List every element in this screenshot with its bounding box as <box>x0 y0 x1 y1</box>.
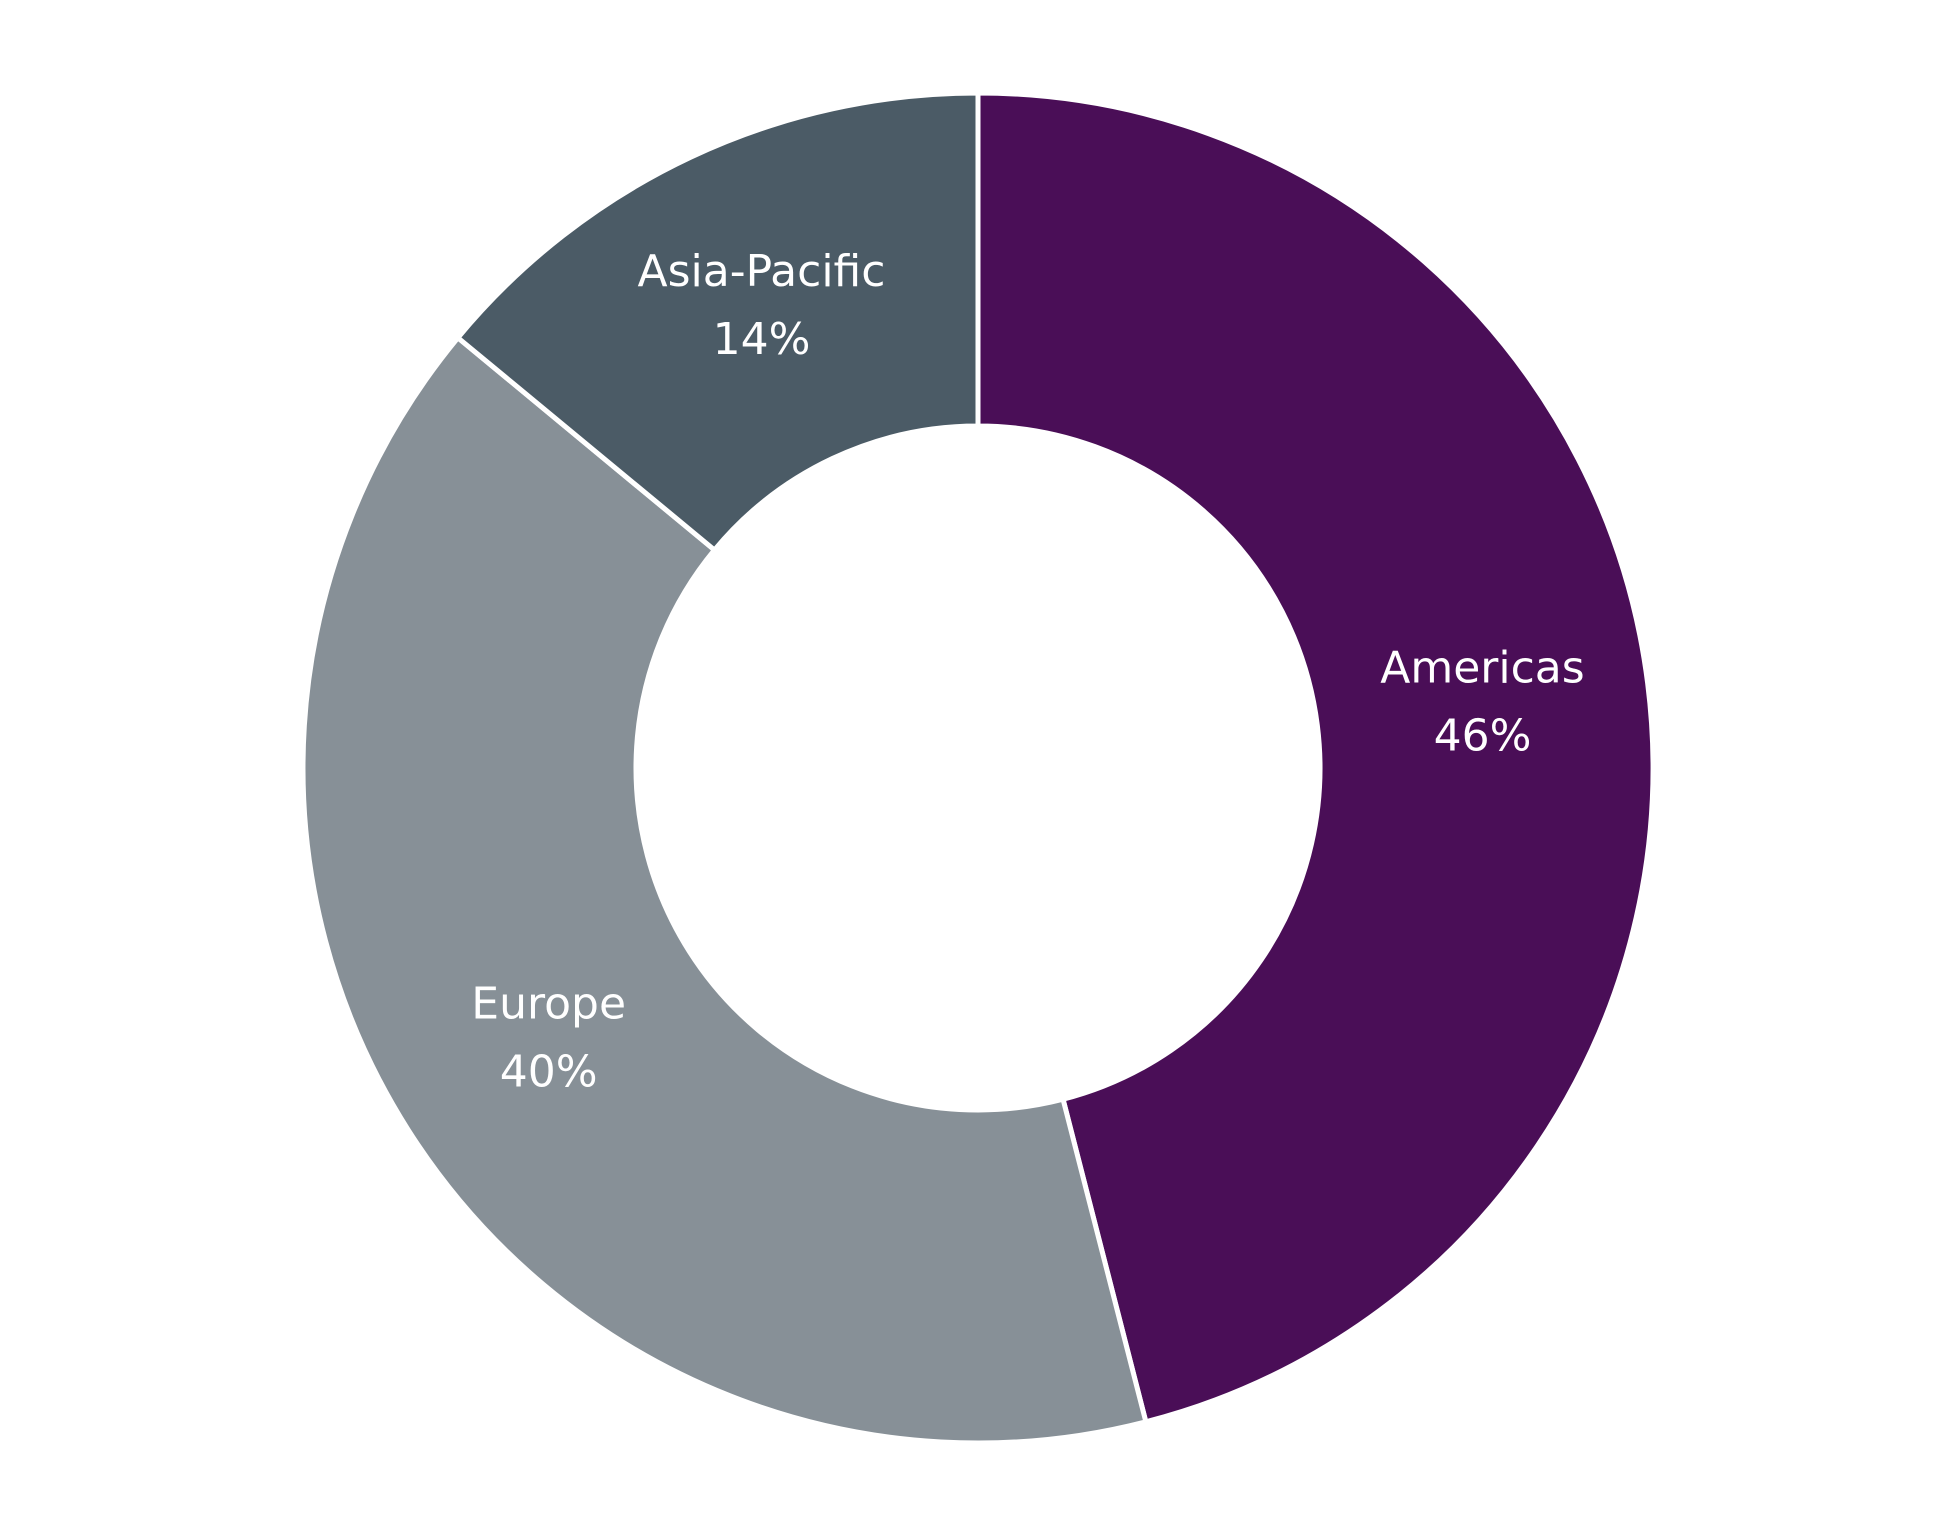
value-label: 14% <box>713 314 811 365</box>
segment-label: Asia-Pacific <box>638 246 886 297</box>
donut-segment <box>975 90 1656 1425</box>
value-label: 46% <box>1434 710 1532 761</box>
donut-segment <box>454 90 981 554</box>
segment-label: Americas <box>1380 642 1584 693</box>
donut-segment <box>300 334 1149 1446</box>
value-label: 40% <box>500 1046 598 1097</box>
segment-label: Europe <box>471 978 626 1029</box>
